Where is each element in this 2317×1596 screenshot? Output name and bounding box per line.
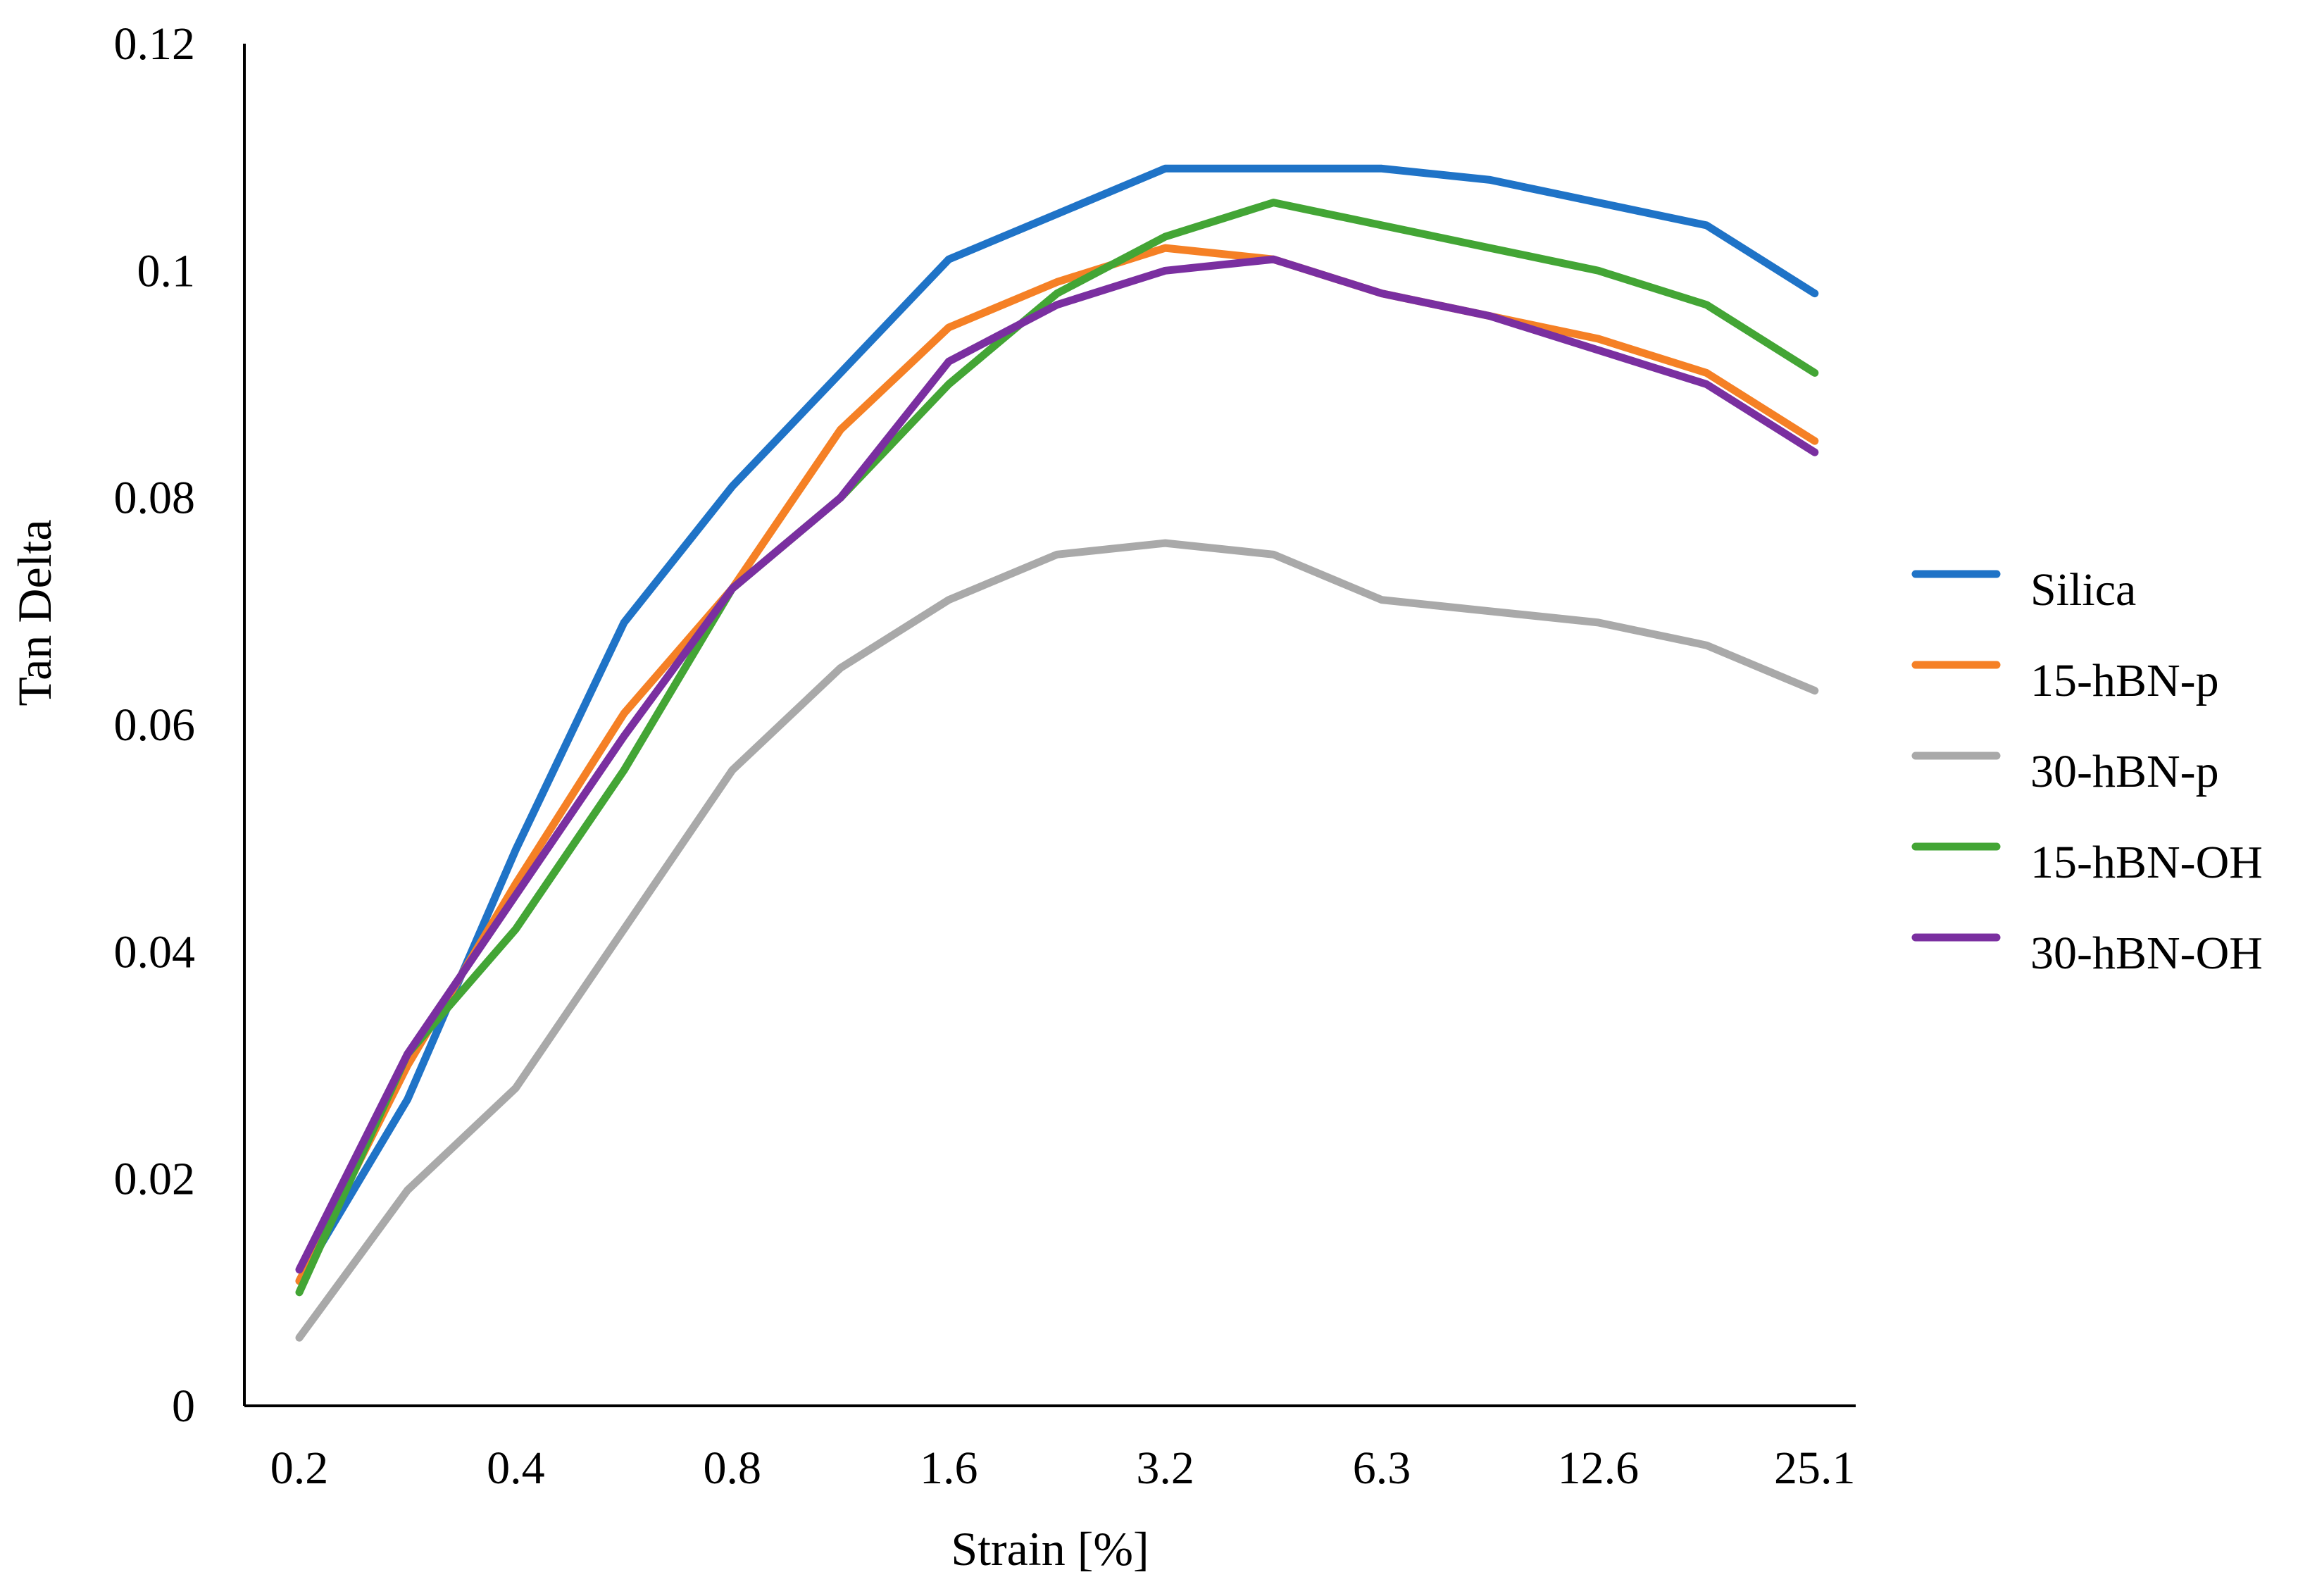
x-tick-label: 1.6 [920,1442,978,1494]
y-tick-label: 0.06 [114,699,196,751]
legend-label-15-hbn-p: 15-hBN-p [2030,655,2219,706]
x-tick-label: 0.8 [704,1442,762,1494]
y-tick-label: 0.08 [114,473,196,524]
series-line-15-hbn-oh [295,199,1819,1297]
x-tick-label: 12.6 [1558,1442,1640,1494]
legend-label-15-hbn-oh: 15-hBN-OH [2030,837,2263,888]
y-tick-label: 0.04 [114,926,196,978]
series-line-30-hbn-oh [295,255,1819,1274]
x-tick-label: 0.4 [487,1442,545,1494]
series-lines [295,164,1819,1342]
chart-axes [243,44,1856,1407]
x-axis-title: Strain [%] [951,1522,1149,1576]
x-tick-label: 6.3 [1353,1442,1411,1494]
y-tick-label: 0.12 [114,18,196,70]
y-tick-labels: 0 0.02 0.04 0.06 0.08 0.1 0.12 [114,18,196,1432]
legend-label-30-hbn-p: 30-hBN-p [2030,746,2219,797]
y-axis-title: Tan Delta [8,519,61,706]
legend: Silica 15-hBN-p 30-hBN-p 15-hBN-OH 30-hBN-OH [1911,564,2263,979]
x-tick-labels: 0.2 0.4 0.8 1.6 3.2 6.3 12.6 25.1 [270,1442,1856,1494]
legend-label-30-hbn-oh: 30-hBN-OH [2030,928,2263,979]
y-tick-label: 0 [172,1380,195,1432]
series-line-silica [295,164,1819,1285]
legend-label-silica: Silica [2030,564,2136,616]
y-tick-label: 0.02 [114,1154,196,1205]
x-tick-label: 0.2 [270,1442,329,1494]
series-line-30-hbn-p [295,539,1819,1342]
x-tick-label: 25.1 [1774,1442,1856,1494]
series-line-15-hbn-p [295,244,1819,1285]
y-tick-label: 0.1 [137,245,196,297]
x-tick-label: 3.2 [1136,1442,1194,1494]
